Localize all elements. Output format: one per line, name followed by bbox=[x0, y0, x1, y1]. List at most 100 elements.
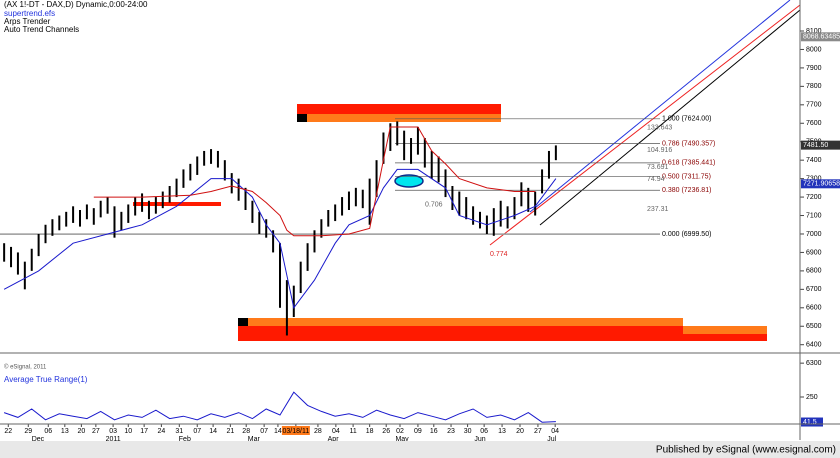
annotation: 104.916 bbox=[647, 147, 672, 154]
y-tick-label: 250 bbox=[806, 394, 818, 401]
zone-box bbox=[238, 326, 683, 341]
annotation: 237.31 bbox=[647, 206, 669, 213]
x-tick-label: 30 bbox=[464, 428, 472, 435]
symbol-text: (AX 1!-DT - DAX,D) Dynamic,0:00-24:00 bbox=[4, 0, 148, 9]
annotation: 74.94 bbox=[647, 176, 665, 183]
x-tick-label: 18 bbox=[366, 428, 374, 435]
y-tick-label: 7200 bbox=[806, 194, 822, 201]
x-tick-label: 31 bbox=[175, 428, 183, 435]
zone-box bbox=[683, 326, 767, 334]
x-tick-label: 03 bbox=[109, 428, 117, 435]
y-tick-label: 7300 bbox=[806, 175, 822, 182]
x-tick-label: 26 bbox=[382, 428, 390, 435]
x-tick-label: 20 bbox=[516, 428, 524, 435]
zone-box bbox=[297, 104, 501, 114]
status-bar bbox=[0, 441, 840, 458]
y-tick-label: 8000 bbox=[806, 46, 822, 53]
panel-title: Average True Range(1) bbox=[4, 375, 88, 384]
x-tick-label: 13 bbox=[498, 428, 506, 435]
channel-line bbox=[489, 4, 801, 246]
y-tick-label: 7600 bbox=[806, 120, 822, 127]
x-tick-label: 07 bbox=[260, 428, 268, 435]
copyright: © eSignal, 2011 bbox=[4, 364, 47, 371]
x-tick-label: 21 bbox=[226, 428, 234, 435]
month-label: 2011 bbox=[106, 436, 121, 443]
month-label: Jul bbox=[547, 436, 556, 443]
y-tick-label: 7000 bbox=[806, 231, 822, 238]
study-name: Arps Trender bbox=[4, 17, 51, 26]
x-tick-label: 17 bbox=[140, 428, 148, 435]
zone-marker bbox=[238, 318, 248, 326]
price-tag-label: 8068.63485 bbox=[803, 34, 840, 41]
x-tick-label: 14 bbox=[274, 428, 282, 435]
price-tag-label: 7271.90658 bbox=[803, 181, 840, 188]
month-label: Mar bbox=[248, 436, 261, 443]
y-tick-label: 6500 bbox=[806, 323, 822, 330]
x-tick-label: 14 bbox=[209, 428, 217, 435]
y-tick-label: 6800 bbox=[806, 268, 822, 275]
highlight-ellipse bbox=[394, 174, 424, 188]
study-name: Auto Trend Channels bbox=[4, 25, 79, 34]
fib-label: 0.618 (7385.441) bbox=[662, 160, 715, 167]
x-tick-label: 29 bbox=[24, 428, 32, 435]
x-tick-label: 06 bbox=[480, 428, 488, 435]
x-tick-label: 24 bbox=[157, 428, 165, 435]
x-tick-label: 28 bbox=[242, 428, 250, 435]
annotation: 0.706 bbox=[425, 201, 443, 208]
x-tick-label: 27 bbox=[92, 428, 100, 435]
x-tick-label: 03/18/11 bbox=[282, 428, 309, 435]
y-tick-label: 6400 bbox=[806, 342, 822, 349]
fib-label: 1.000 (7624.00) bbox=[662, 116, 711, 123]
plot-layer: 6300 6400 6500 6600 6700 6800 6900 7000 7100 7200… bbox=[0, 28, 840, 443]
price-tag bbox=[801, 417, 823, 427]
month-label: May bbox=[395, 436, 409, 443]
month-label: Jun bbox=[474, 436, 485, 443]
price-tag bbox=[801, 179, 840, 189]
x-tick-label: 09 bbox=[414, 428, 422, 435]
y-tick-label: 7100 bbox=[806, 212, 822, 219]
x-tick-label: 20 bbox=[77, 428, 85, 435]
annotation: 133.643 bbox=[647, 125, 672, 132]
x-tick-label: 04 bbox=[551, 428, 559, 435]
zone-box bbox=[297, 114, 501, 122]
x-tick-label: 23 bbox=[447, 428, 455, 435]
x-tick-label: 11 bbox=[349, 428, 356, 435]
price-tag-label: 41.5 bbox=[803, 419, 817, 426]
zone-box bbox=[133, 202, 221, 206]
y-tick-label: 8100 bbox=[806, 28, 822, 35]
footer: Published by eSignal (www.esignal.com) bbox=[656, 445, 836, 456]
fib-label: 0.786 (7490.357) bbox=[662, 140, 715, 147]
y-tick-label: 7700 bbox=[806, 102, 822, 109]
month-label: Feb bbox=[179, 436, 191, 443]
indicator-line bbox=[3, 168, 557, 309]
x-tick-label: 22 bbox=[4, 428, 12, 435]
x-tick-label: 04 bbox=[332, 428, 340, 435]
month-label: Dec bbox=[32, 436, 45, 443]
month-label: Apr bbox=[328, 436, 340, 443]
y-tick-label: 7900 bbox=[806, 65, 822, 72]
y-tick-label: 6300 bbox=[806, 360, 822, 367]
x-tick-label: 06 bbox=[44, 428, 52, 435]
fib-label: 0.380 (7236.81) bbox=[662, 187, 711, 194]
y-tick-label: 7400 bbox=[806, 157, 822, 164]
atr-line bbox=[3, 391, 556, 423]
zone-marker bbox=[297, 114, 307, 122]
zone-box bbox=[238, 318, 683, 326]
fib-label: 0.000 (6999.50) bbox=[662, 231, 711, 238]
x-tick-label: 13 bbox=[61, 428, 69, 435]
price-tag bbox=[801, 32, 840, 42]
zone-box bbox=[683, 334, 767, 341]
x-tick-label: 16 bbox=[430, 428, 438, 435]
annotation: 0.774 bbox=[490, 251, 508, 258]
channel-line bbox=[539, 9, 801, 226]
study-name: supertrend.efs bbox=[4, 9, 55, 18]
price-tag bbox=[801, 140, 840, 150]
y-tick-label: 6900 bbox=[806, 249, 822, 256]
x-tick-label: 27 bbox=[534, 428, 542, 435]
fib-label: 0.500 (7311.75) bbox=[662, 173, 711, 180]
date-highlight bbox=[281, 426, 310, 435]
x-tick-label: 02 bbox=[396, 428, 404, 435]
y-tick-label: 6700 bbox=[806, 286, 822, 293]
